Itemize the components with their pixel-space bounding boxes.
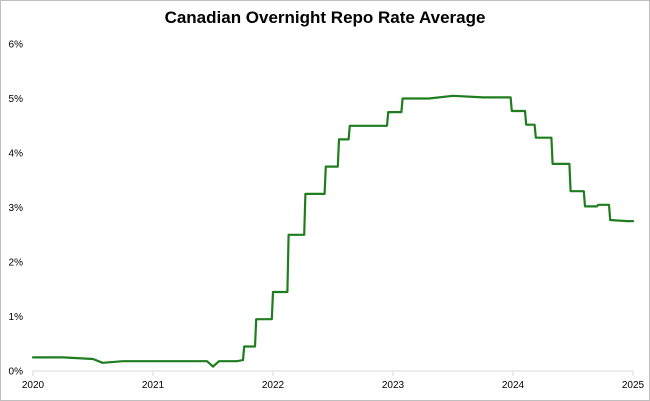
y-tick-label: 1% [9, 312, 24, 323]
x-tick-label: 2022 [262, 380, 285, 391]
x-tick-label: 2025 [622, 380, 645, 391]
x-tick-label: 2020 [22, 380, 45, 391]
chart-title: Canadian Overnight Repo Rate Average [164, 8, 486, 27]
y-tick-label: 3% [9, 203, 24, 214]
series-line [31, 94, 635, 368]
y-tick-label: 0% [9, 367, 24, 378]
y-tick-label: 6% [9, 40, 24, 51]
y-tick-label: 4% [9, 149, 24, 160]
x-tick-label: 2021 [142, 380, 165, 391]
y-tick-label: 5% [9, 94, 24, 105]
x-tick-label: 2024 [502, 380, 525, 391]
y-tick-label: 2% [9, 258, 24, 269]
x-tick-label: 2023 [382, 380, 405, 391]
